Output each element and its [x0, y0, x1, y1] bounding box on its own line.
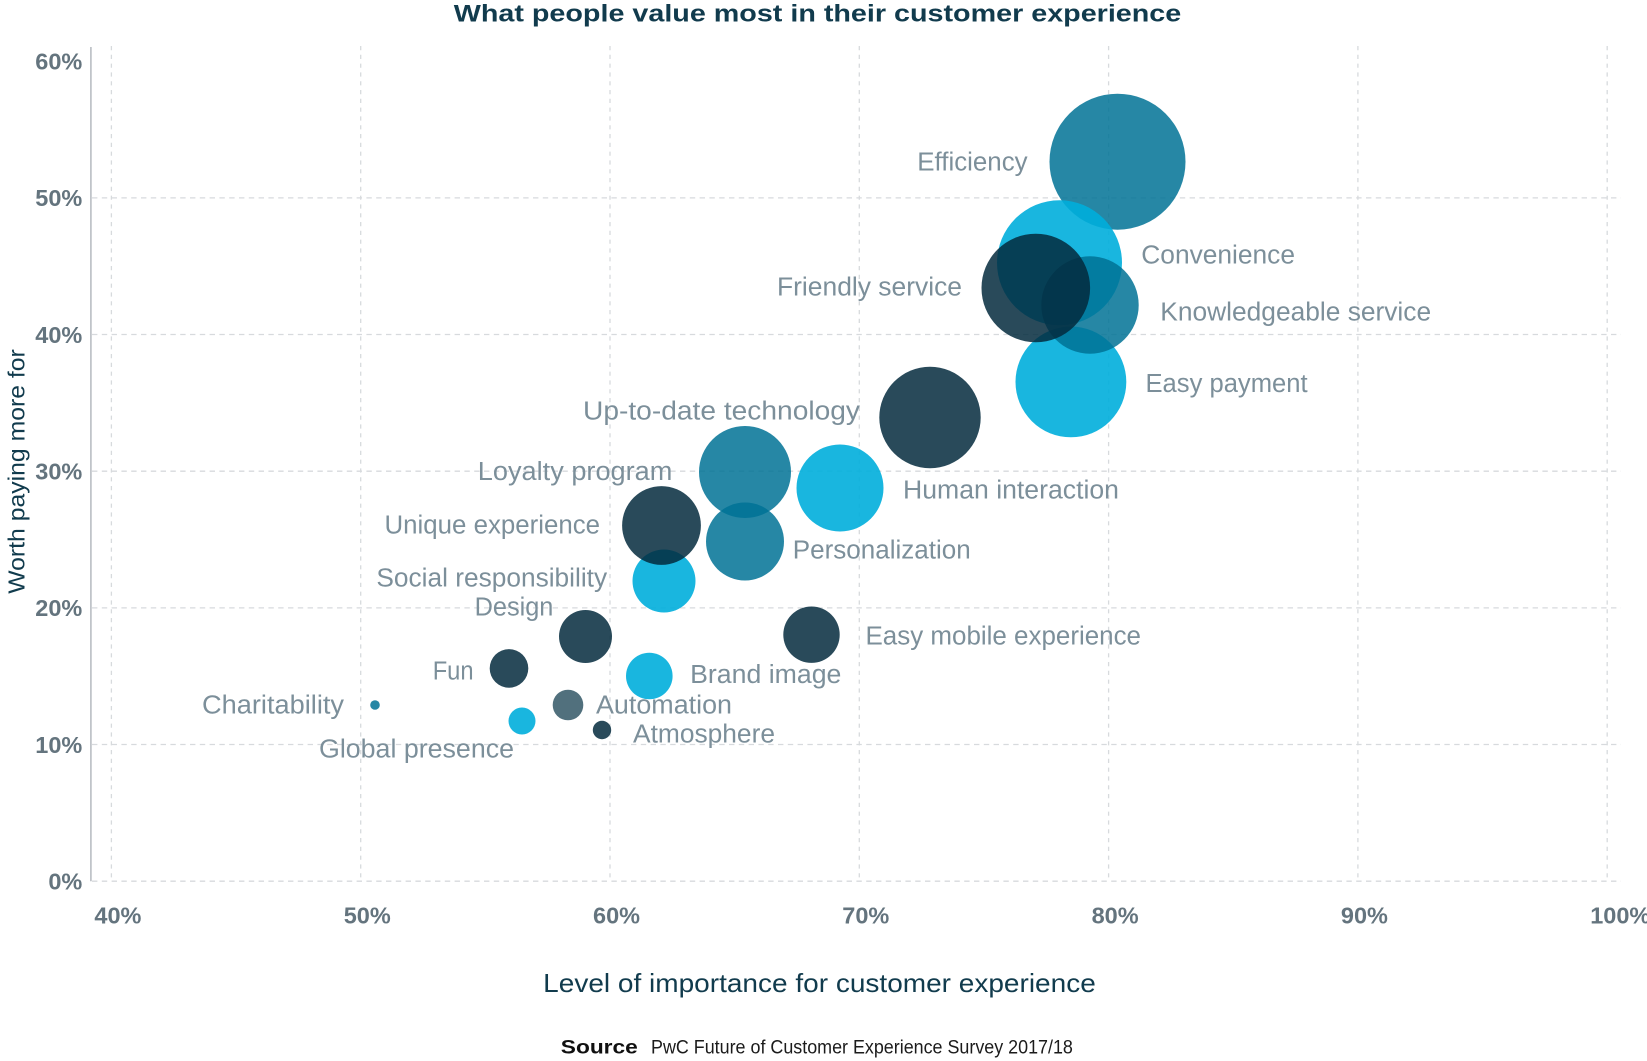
svg-text:Automation: Automation [596, 692, 732, 720]
svg-text:Convenience: Convenience [1141, 242, 1295, 270]
svg-text:Design: Design [475, 593, 554, 621]
svg-text:Charitability: Charitability [202, 692, 344, 720]
svg-text:Personalization: Personalization [793, 537, 971, 565]
svg-text:60%: 60% [35, 49, 82, 75]
svg-text:Brand image: Brand image [690, 661, 841, 689]
svg-text:Fun: Fun [433, 658, 474, 686]
svg-text:Easy payment: Easy payment [1146, 370, 1308, 398]
svg-text:Source: Source [561, 1038, 638, 1059]
svg-text:50%: 50% [344, 903, 391, 929]
svg-text:Knowledgeable service: Knowledgeable service [1160, 299, 1431, 327]
svg-text:Atmosphere: Atmosphere [633, 721, 775, 749]
svg-text:100%: 100% [1590, 903, 1647, 929]
svg-text:30%: 30% [35, 459, 82, 485]
svg-text:90%: 90% [1341, 903, 1388, 929]
svg-text:Human interaction: Human interaction [903, 477, 1119, 505]
svg-text:Social responsibility: Social responsibility [376, 564, 607, 592]
svg-text:70%: 70% [842, 903, 889, 929]
svg-text:Global presence: Global presence [319, 736, 514, 764]
svg-text:Friendly service: Friendly service [777, 274, 962, 302]
svg-text:80%: 80% [1092, 903, 1139, 929]
svg-text:Loyalty program: Loyalty program [478, 458, 673, 486]
svg-text:40%: 40% [94, 903, 141, 929]
svg-text:PwC Future of Customer Experie: PwC Future of Customer Experience Survey… [651, 1038, 1073, 1059]
svg-text:Unique experience: Unique experience [385, 511, 601, 539]
svg-text:20%: 20% [35, 595, 82, 621]
svg-text:0%: 0% [48, 869, 82, 895]
svg-text:What people value most in thei: What people value most in their customer… [454, 0, 1182, 27]
svg-text:Worth paying more for: Worth paying more for [4, 349, 30, 594]
svg-text:Easy mobile experience: Easy mobile experience [866, 623, 1142, 651]
svg-text:Up-to-date technology: Up-to-date technology [583, 398, 860, 426]
svg-text:50%: 50% [35, 185, 82, 211]
svg-text:40%: 40% [35, 322, 82, 348]
svg-text:Efficiency: Efficiency [917, 149, 1028, 177]
svg-text:60%: 60% [593, 903, 640, 929]
svg-text:Level of importance for custom: Level of importance for customer experie… [543, 968, 1096, 998]
svg-text:10%: 10% [35, 732, 82, 758]
